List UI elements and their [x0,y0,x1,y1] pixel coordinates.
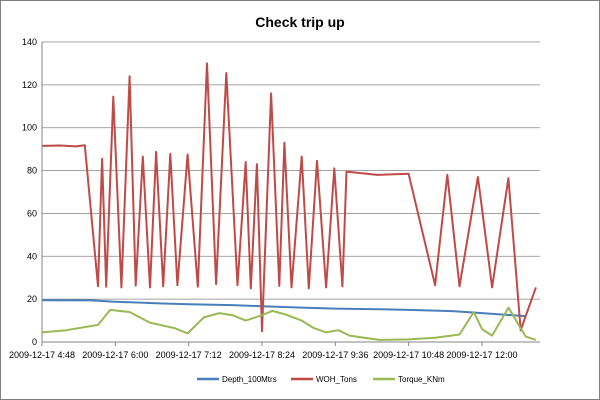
x-tick-label: 2009-12-17 8:24 [229,350,295,360]
x-tick-label: 2009-12-17 4:48 [9,350,75,360]
x-tick-label: 2009-12-17 10:48 [373,350,444,360]
y-tick-label: 60 [27,208,37,218]
legend-label: WOH_Tons [316,375,357,384]
x-tick-label: 2009-12-17 6:00 [82,350,148,360]
legend-label: Depth_100Mtrs [222,375,277,384]
y-tick-label: 100 [22,123,37,133]
y-tick-label: 140 [22,37,37,47]
x-tick-label: 2009-12-17 9:36 [302,350,368,360]
series-line-torque-knm [41,306,537,341]
axes [41,42,540,346]
y-tick-label: 40 [27,251,37,261]
legend: Depth_100Mtrs WOH_Tons Torque_KNm [197,375,445,384]
legend-label: Torque_KNm [398,375,445,384]
x-tick-label: 2009-12-17 7:12 [156,350,222,360]
x-tick-labels: 2009-12-17 4:48 2009-12-17 6:00 2009-12-17… [9,350,518,360]
y-tick-labels: 0 20 40 60 80 100 120 140 [22,37,37,347]
series-line-woh-tons [41,62,537,333]
y-tick-label: 20 [27,294,37,304]
series-lines [41,62,537,341]
chart-title: Check trip up [255,14,344,30]
y-tick-label: 120 [22,80,37,90]
y-tick-label: 0 [32,337,37,347]
y-tick-label: 80 [27,166,37,176]
series-line-depth-100mtrs [41,299,526,318]
x-tick-label: 2009-12-17 12:00 [446,350,517,360]
